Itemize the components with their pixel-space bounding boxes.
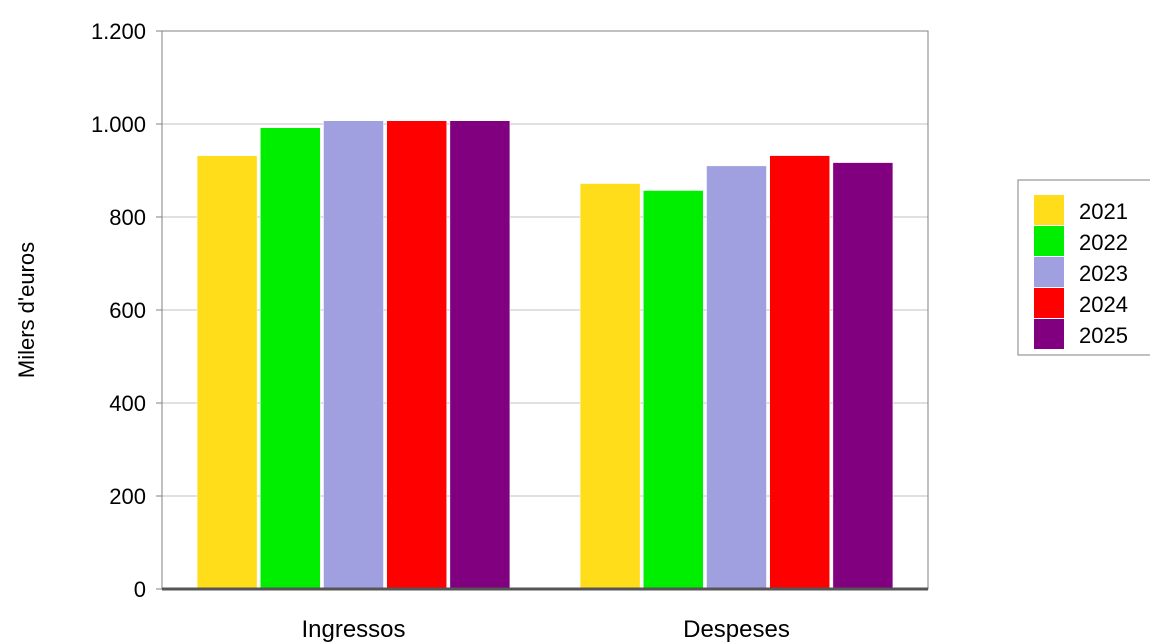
bar-2024-Ingressos — [386, 120, 447, 590]
y-tick-label: 1.200 — [91, 19, 146, 44]
x-category-label: Ingressos — [301, 616, 405, 643]
legend-swatch — [1034, 319, 1064, 349]
y-tick-label: 400 — [109, 391, 146, 416]
x-axis-categories: Ingressos Despeses — [301, 616, 789, 643]
bar-2023-Despeses — [706, 165, 767, 590]
x-category-label: Despeses — [683, 616, 790, 643]
bar-2021-Ingressos — [196, 155, 258, 590]
legend-swatch — [1034, 195, 1064, 225]
y-tick-label: 800 — [109, 205, 146, 230]
legend-swatch — [1034, 257, 1064, 287]
bar-2023-Ingressos — [323, 120, 384, 590]
bars — [196, 120, 894, 590]
bar-2025-Ingressos — [449, 120, 511, 590]
legend-label: 2025 — [1079, 323, 1128, 348]
bar-2022-Ingressos — [260, 127, 321, 590]
legend-label: 2024 — [1079, 292, 1128, 317]
y-axis-label: Milers d'euros — [14, 242, 39, 378]
bar-2024-Despeses — [769, 155, 830, 590]
bar-2022-Despeses — [643, 190, 704, 590]
y-tick-label: 1.000 — [91, 112, 146, 137]
legend: 2021 2022 2023 2024 2025 — [1017, 179, 1150, 356]
legend-label: 2023 — [1079, 261, 1128, 286]
bar-2021-Despeses — [579, 183, 641, 590]
legend-label: 2022 — [1079, 230, 1128, 255]
bar-2025-Despeses — [832, 162, 894, 590]
y-tick-label: 200 — [109, 484, 146, 509]
legend-swatch — [1034, 226, 1064, 256]
y-tick-label: 0 — [134, 577, 146, 602]
y-axis-ticks: 0 200 400 600 800 1.000 1.200 — [91, 19, 162, 602]
y-tick-label: 600 — [109, 298, 146, 323]
legend-swatch — [1034, 288, 1064, 318]
legend-label: 2021 — [1079, 199, 1128, 224]
